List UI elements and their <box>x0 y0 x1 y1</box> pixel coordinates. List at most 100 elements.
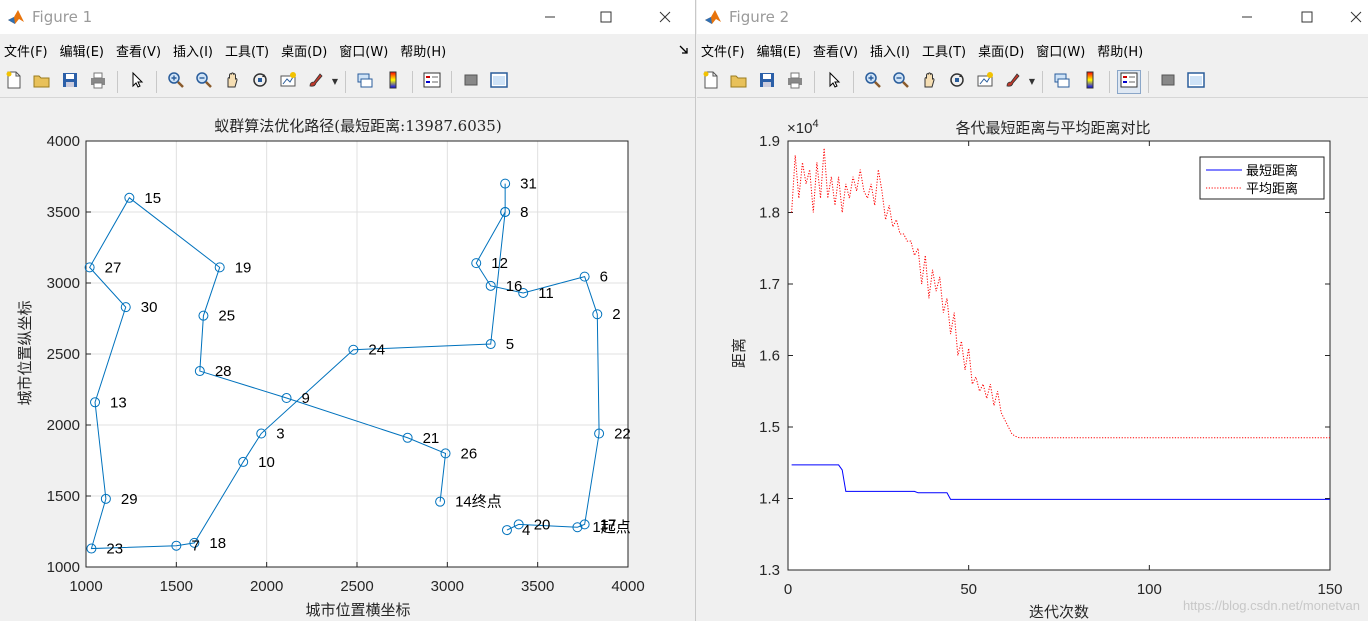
toolbar-separator <box>1148 70 1149 93</box>
x-tick-label: 2500 <box>340 578 373 595</box>
legend[interactable] <box>1199 156 1325 200</box>
toolbar-separator <box>451 70 452 93</box>
colorbar-button[interactable] <box>1078 70 1102 94</box>
rotate-button[interactable] <box>248 70 272 94</box>
dock-button[interactable] <box>1184 70 1208 94</box>
y-tick-label: 3000 <box>47 275 80 292</box>
open-icon <box>33 71 51 93</box>
toolbar-separator <box>1042 70 1043 93</box>
city-label: 14终点 <box>455 494 502 511</box>
city-marker <box>579 271 590 282</box>
legend-button[interactable] <box>1117 69 1141 94</box>
menu-tools[interactable]: 工具(T) <box>225 44 270 60</box>
toolbar: ▼ <box>0 66 695 98</box>
menu-insert[interactable]: 插入(I) <box>870 44 911 60</box>
city-marker <box>402 432 413 443</box>
pan-button[interactable] <box>220 70 244 94</box>
brush-dropdown-icon[interactable]: ▼ <box>1028 77 1036 86</box>
maximize-button[interactable] <box>583 0 629 34</box>
menu-file[interactable]: 文件(F) <box>701 44 745 60</box>
menu-desktop[interactable]: 桌面(D) <box>281 44 328 60</box>
menu-tools[interactable]: 工具(T) <box>922 44 967 60</box>
menu-window[interactable]: 窗口(W) <box>1036 44 1086 60</box>
zoom-in-button[interactable] <box>164 70 188 94</box>
hide-tools-button[interactable] <box>1156 70 1180 94</box>
hide-tools-button[interactable] <box>459 70 483 94</box>
plot-area[interactable] <box>787 140 1331 571</box>
city-label: 13 <box>110 394 127 411</box>
pan-button[interactable] <box>917 70 941 94</box>
city-marker <box>471 258 482 269</box>
dock-icon <box>490 71 508 93</box>
city-marker <box>124 192 135 203</box>
print-button[interactable] <box>86 70 110 94</box>
colorbar-button[interactable] <box>381 70 405 94</box>
save-icon <box>758 71 776 93</box>
open-button[interactable] <box>727 70 751 94</box>
close-button[interactable] <box>642 0 688 34</box>
menu-file[interactable]: 文件(F) <box>4 44 48 60</box>
menu-help[interactable]: 帮助(H) <box>400 44 447 60</box>
zoom-in-button[interactable] <box>861 70 885 94</box>
menu-edit[interactable]: 编辑(E) <box>756 44 801 60</box>
legend-label: 最短距离 <box>1246 163 1298 179</box>
dock-arrow-icon[interactable] <box>679 44 689 59</box>
city-label: 1起点 <box>592 519 630 536</box>
zoom-out-icon <box>892 71 910 93</box>
menu-window[interactable]: 窗口(W) <box>339 44 389 60</box>
minimize-button[interactable] <box>527 0 573 34</box>
city-label: 11 <box>538 285 554 302</box>
y-exponent-label: ×104 <box>787 118 819 137</box>
save-button[interactable] <box>755 70 779 94</box>
menu-edit[interactable]: 编辑(E) <box>59 44 104 60</box>
city-label: 23 <box>106 541 123 558</box>
pan-icon <box>223 71 241 93</box>
pointer-button[interactable] <box>125 70 149 94</box>
pointer-button[interactable] <box>822 70 846 94</box>
city-label: 27 <box>105 259 122 276</box>
figure-canvas: 蚁群算法优化路径(最短距离:13987.6035) 城市位置横坐标 城市位置纵坐… <box>0 99 695 621</box>
rotate-button[interactable] <box>945 70 969 94</box>
city-label: 26 <box>461 445 478 462</box>
zoom-out-button[interactable] <box>192 70 216 94</box>
legend-button[interactable] <box>420 70 444 94</box>
city-marker <box>572 522 583 533</box>
save-button[interactable] <box>58 70 82 94</box>
data-cursor-button[interactable] <box>973 70 997 94</box>
link-button[interactable] <box>1050 70 1074 94</box>
zoom-out-button[interactable] <box>889 70 913 94</box>
city-marker <box>500 207 511 217</box>
menu-view[interactable]: 查看(V) <box>115 44 162 60</box>
data-cursor-button[interactable] <box>276 70 300 94</box>
window-title: Figure 2 <box>729 8 790 26</box>
window-title: Figure 1 <box>32 8 93 26</box>
legend-icon <box>1120 71 1138 93</box>
title-bar[interactable]: Figure 2 <box>697 0 1368 34</box>
menu-help[interactable]: 帮助(H) <box>1097 44 1144 60</box>
maximize-button[interactable] <box>1284 0 1330 34</box>
minimize-button[interactable] <box>1224 0 1270 34</box>
close-button[interactable] <box>1333 0 1368 34</box>
city-label: 25 <box>218 308 235 325</box>
menu-desktop[interactable]: 桌面(D) <box>978 44 1025 60</box>
brush-dropdown-icon[interactable]: ▼ <box>331 77 339 86</box>
hide-tools-icon <box>1159 71 1177 93</box>
city-marker <box>86 543 97 554</box>
print-button[interactable] <box>783 70 807 94</box>
new-figure-button[interactable] <box>2 70 26 94</box>
open-button[interactable] <box>30 70 54 94</box>
y-tick-label: 1500 <box>47 488 80 505</box>
title-bar[interactable]: Figure 1 <box>0 0 695 34</box>
menu-insert[interactable]: 插入(I) <box>173 44 214 60</box>
brush-button[interactable] <box>1001 70 1025 94</box>
toolbar-separator <box>853 70 854 93</box>
menu-view[interactable]: 查看(V) <box>812 44 859 60</box>
brush-button[interactable] <box>304 70 328 94</box>
new-figure-button[interactable] <box>699 70 723 94</box>
y-tick-label: 2000 <box>47 417 80 434</box>
dock-button[interactable] <box>487 70 511 94</box>
y-tick-label: 4000 <box>47 133 80 150</box>
chart-title: 各代最短距离与平均距离对比 <box>955 119 1150 137</box>
city-label: 24 <box>368 342 385 359</box>
link-button[interactable] <box>353 70 377 94</box>
